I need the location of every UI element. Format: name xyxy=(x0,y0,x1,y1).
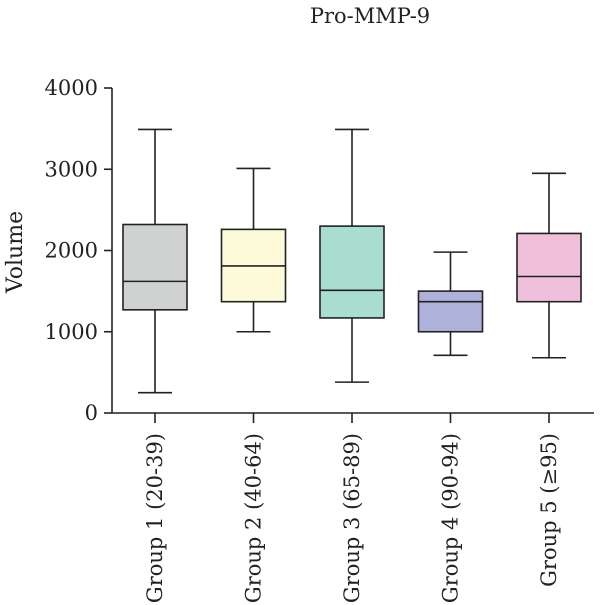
box-group xyxy=(417,251,484,357)
box-iqr xyxy=(417,290,484,333)
box-iqr xyxy=(516,232,582,303)
boxes-layer xyxy=(122,128,582,394)
x-tick-label: Group 5 (≥95) xyxy=(537,433,561,587)
x-tick-label: Group 2 (40-64) xyxy=(242,433,266,603)
x-tick-label: Group 4 (90-94) xyxy=(439,433,463,603)
chart-title: Pro-MMP-9 xyxy=(310,4,430,28)
tick-labels: 0 1000 2000 3000 4000 Group 1 (20-39) Group 2 … xyxy=(45,76,561,603)
box-group xyxy=(220,167,287,333)
y-tick-label: 4000 xyxy=(45,76,98,100)
y-tick-label: 2000 xyxy=(45,239,98,263)
box-group xyxy=(319,128,385,383)
y-tick-label: 0 xyxy=(85,401,98,425)
y-tick-label: 1000 xyxy=(45,320,98,344)
box-group xyxy=(122,128,188,394)
x-tick-label: Group 3 (65-89) xyxy=(340,433,364,603)
box-iqr xyxy=(122,223,188,311)
axes xyxy=(104,87,594,423)
y-tick-label: 3000 xyxy=(45,157,98,181)
box-group xyxy=(516,172,582,359)
x-tick-label: Group 1 (20-39) xyxy=(143,433,167,603)
y-axis-label: Volume xyxy=(3,211,28,294)
box-iqr xyxy=(319,225,385,319)
